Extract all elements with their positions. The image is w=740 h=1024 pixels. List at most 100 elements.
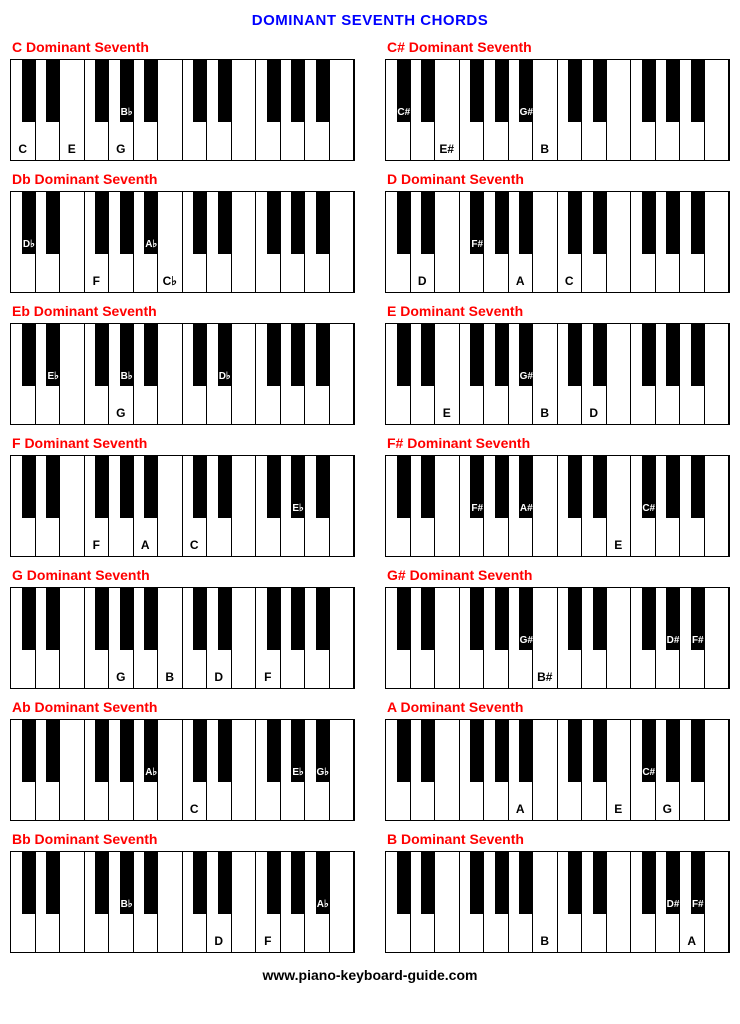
white-key [435, 720, 460, 820]
chord-block: F Dominant SeventhFACE♭ [10, 433, 355, 557]
black-key [46, 852, 60, 914]
keyboard: DACF# [385, 191, 730, 293]
white-key [330, 456, 355, 556]
white-key [232, 852, 257, 952]
black-key [218, 456, 232, 518]
chord-block: G Dominant SeventhGBDF [10, 565, 355, 689]
black-key [95, 852, 109, 914]
white-key [435, 852, 460, 952]
white-key [60, 324, 85, 424]
black-key [642, 60, 656, 122]
black-key [46, 60, 60, 122]
keyboard: DFB♭A♭ [10, 851, 355, 953]
black-key: C# [642, 720, 656, 782]
chord-title: Ab Dominant Seventh [12, 699, 355, 715]
white-key [60, 720, 85, 820]
black-key [397, 720, 411, 782]
white-key-label: G [116, 670, 125, 684]
white-key-label: D [589, 406, 598, 420]
keyboard: B#G#D#F# [385, 587, 730, 689]
white-key [158, 60, 183, 160]
black-key [193, 456, 207, 518]
black-key [193, 720, 207, 782]
black-key-label: F# [471, 240, 483, 250]
black-key: D♭ [218, 324, 232, 386]
black-key [291, 588, 305, 650]
black-key: E♭ [46, 324, 60, 386]
black-key [316, 588, 330, 650]
white-key: E# [435, 60, 460, 160]
black-key [397, 456, 411, 518]
white-key: E [60, 60, 85, 160]
keyboard: CA♭E♭G♭ [10, 719, 355, 821]
black-key [421, 588, 435, 650]
white-key [330, 852, 355, 952]
keyboard: GBDF [10, 587, 355, 689]
white-key [705, 192, 730, 292]
white-key-label: D [214, 934, 223, 948]
black-key [120, 720, 134, 782]
white-key [60, 852, 85, 952]
black-key [218, 588, 232, 650]
black-key [519, 192, 533, 254]
black-key [495, 192, 509, 254]
black-key [267, 852, 281, 914]
white-key [158, 852, 183, 952]
black-key [666, 324, 680, 386]
white-key [330, 60, 355, 160]
white-key [60, 588, 85, 688]
black-key: F# [470, 192, 484, 254]
black-key [95, 720, 109, 782]
black-key: B♭ [120, 852, 134, 914]
black-key [593, 456, 607, 518]
white-key [158, 456, 183, 556]
black-key [397, 588, 411, 650]
black-key [22, 588, 36, 650]
black-key [120, 192, 134, 254]
white-key [232, 588, 257, 688]
black-key [267, 192, 281, 254]
black-key [397, 192, 411, 254]
chord-block: Eb Dominant SeventhGE♭B♭D♭ [10, 301, 355, 425]
chord-block: E Dominant SeventhEBDG# [385, 301, 730, 425]
keyboard: EBDG# [385, 323, 730, 425]
black-key [568, 456, 582, 518]
white-key [330, 720, 355, 820]
black-key [666, 456, 680, 518]
black-key [642, 588, 656, 650]
black-key [193, 324, 207, 386]
black-key [120, 456, 134, 518]
black-key [46, 456, 60, 518]
chord-title: G# Dominant Seventh [387, 567, 730, 583]
chord-title: A Dominant Seventh [387, 699, 730, 715]
black-key [218, 192, 232, 254]
black-key [95, 588, 109, 650]
black-key-label: E♭ [292, 504, 303, 514]
black-key [218, 60, 232, 122]
chord-title: C Dominant Seventh [12, 39, 355, 55]
black-key [193, 852, 207, 914]
black-key [193, 60, 207, 122]
black-key [519, 852, 533, 914]
white-key [705, 852, 730, 952]
black-key: C# [397, 60, 411, 122]
black-key [593, 852, 607, 914]
white-key [232, 60, 257, 160]
black-key [691, 720, 705, 782]
black-key [495, 852, 509, 914]
black-key: D# [666, 852, 680, 914]
black-key [46, 192, 60, 254]
black-key-label: B♭ [121, 372, 133, 382]
white-key [330, 192, 355, 292]
black-key [593, 60, 607, 122]
chord-block: Bb Dominant SeventhDFB♭A♭ [10, 829, 355, 953]
white-key-label: B# [537, 670, 552, 684]
keyboard: EF#A#C# [385, 455, 730, 557]
white-key [705, 588, 730, 688]
black-key [46, 720, 60, 782]
black-key [568, 60, 582, 122]
black-key [144, 456, 158, 518]
black-key-label: G# [520, 108, 533, 118]
black-key [568, 588, 582, 650]
black-key-label: A♭ [317, 900, 329, 910]
